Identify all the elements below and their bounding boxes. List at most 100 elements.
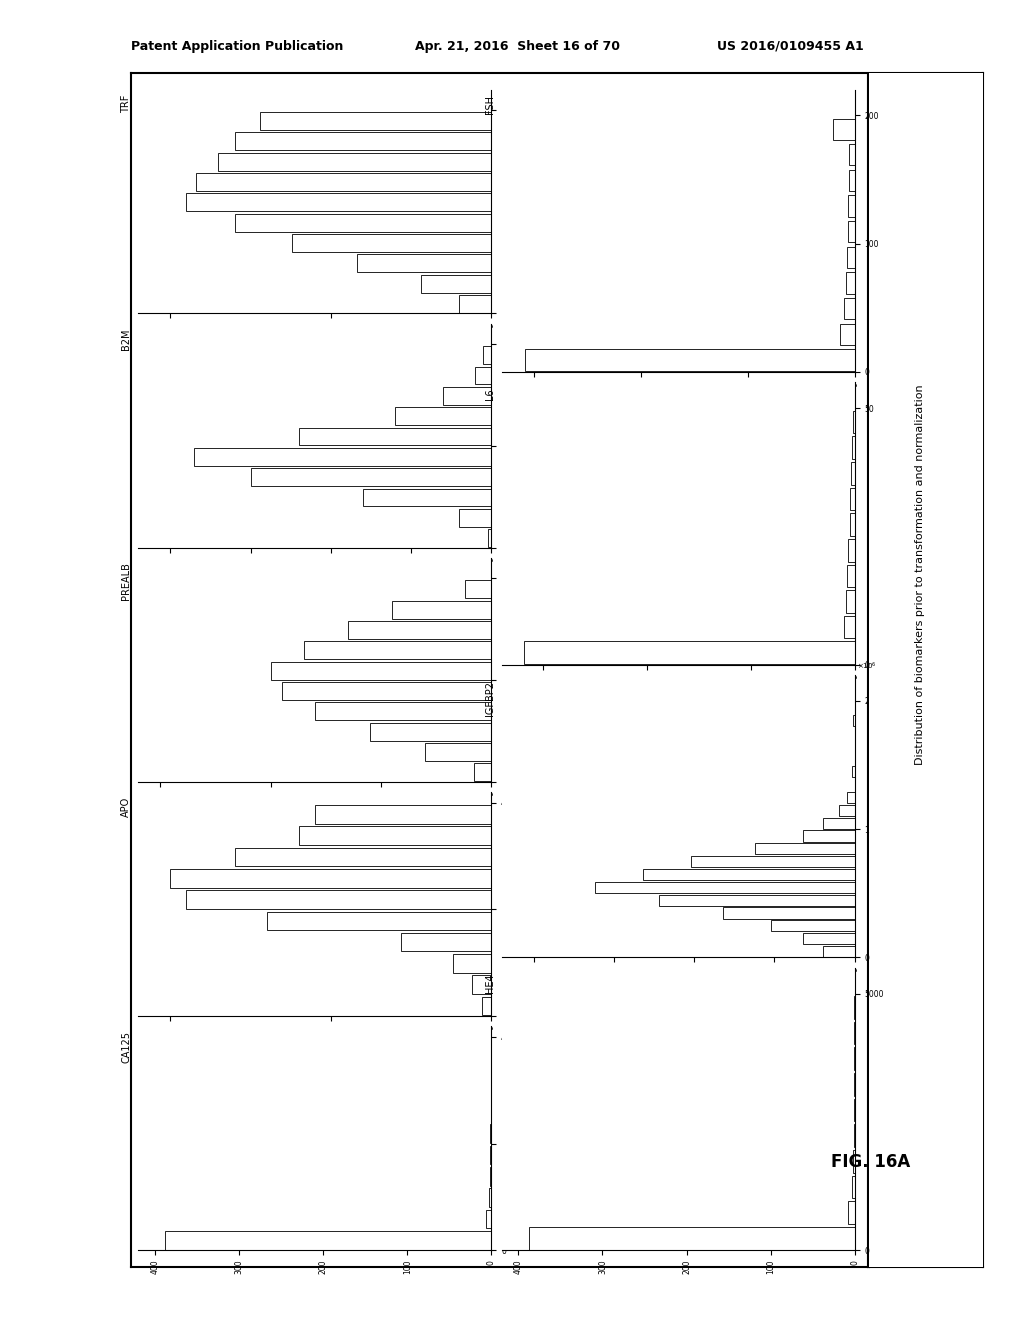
Bar (853, 411, 855, 433)
Text: Distribution of biomarkers prior to transformation and normalization: Distribution of biomarkers prior to tran… (915, 384, 926, 764)
Bar (304, 642, 492, 659)
Bar (186, 890, 492, 909)
Text: Apr. 21, 2016  Sheet 16 of 70: Apr. 21, 2016 Sheet 16 of 70 (415, 40, 620, 53)
Bar (822, 817, 855, 829)
Bar (472, 975, 492, 994)
Bar (459, 294, 492, 313)
Bar (851, 462, 855, 484)
Bar (834, 119, 855, 140)
Bar (853, 1150, 855, 1172)
Bar (196, 173, 492, 191)
Bar (850, 513, 855, 536)
Bar (481, 997, 492, 1015)
Text: CA125: CA125 (121, 1031, 131, 1063)
Bar (465, 581, 492, 598)
Bar (847, 792, 855, 803)
Text: US 2016/0109455 A1: US 2016/0109455 A1 (717, 40, 863, 53)
Bar (852, 436, 855, 459)
Bar (266, 912, 492, 931)
Bar (459, 510, 492, 527)
Text: IGFBP2: IGFBP2 (484, 681, 495, 715)
Bar (839, 805, 855, 816)
Bar (489, 1125, 492, 1143)
Bar (804, 933, 855, 944)
Bar (849, 144, 855, 165)
Bar (260, 112, 492, 129)
Bar (691, 857, 855, 867)
Bar (643, 869, 855, 880)
Bar (852, 766, 855, 777)
Bar (234, 132, 492, 150)
Bar (524, 642, 855, 664)
Bar (443, 387, 492, 405)
Bar (165, 1230, 492, 1250)
Bar (292, 234, 492, 252)
Bar (362, 488, 492, 507)
Text: FIG. 16A: FIG. 16A (830, 1152, 910, 1171)
Bar (849, 170, 855, 191)
Bar (771, 920, 855, 932)
Bar (848, 565, 855, 587)
Bar (186, 193, 492, 211)
Bar (475, 367, 492, 384)
Bar (299, 826, 492, 845)
Text: L6: L6 (484, 388, 495, 400)
Bar (489, 1146, 492, 1164)
Bar (234, 214, 492, 231)
Text: APO: APO (121, 797, 131, 817)
Bar (848, 222, 855, 243)
Text: PREALB: PREALB (121, 562, 131, 601)
Bar (170, 869, 492, 887)
Bar (486, 1209, 492, 1228)
Bar (847, 247, 855, 268)
Bar (370, 723, 492, 741)
Text: Patent Application Publication: Patent Application Publication (131, 40, 343, 53)
Bar (218, 153, 492, 170)
Text: FSH: FSH (484, 95, 495, 115)
Text: TRF: TRF (121, 94, 131, 112)
Text: B2M: B2M (121, 329, 131, 350)
Bar (488, 1188, 492, 1206)
Text: $\times10^6$: $\times10^6$ (857, 661, 878, 672)
Bar (195, 447, 492, 466)
Bar (658, 895, 855, 906)
Bar (528, 1226, 855, 1250)
Bar (804, 830, 855, 842)
Bar (840, 323, 855, 345)
Bar (755, 843, 855, 854)
Bar (421, 275, 492, 293)
Bar (425, 743, 492, 760)
Bar (483, 346, 492, 364)
Bar (489, 1167, 492, 1185)
Bar (844, 298, 855, 319)
Bar (848, 1201, 855, 1224)
Bar (395, 408, 492, 425)
Bar (282, 682, 492, 700)
Bar (401, 933, 492, 952)
Bar (846, 272, 855, 293)
Bar (453, 954, 492, 973)
Bar (299, 428, 492, 445)
Bar (847, 590, 855, 612)
Bar (314, 702, 492, 721)
Bar (850, 487, 855, 511)
Bar (525, 350, 855, 371)
Bar (488, 529, 492, 546)
Bar (822, 946, 855, 957)
Bar (392, 601, 492, 619)
Bar (356, 255, 492, 272)
Bar (852, 1176, 855, 1199)
Bar (234, 847, 492, 866)
Bar (270, 661, 492, 680)
Bar (723, 907, 855, 919)
Bar (314, 805, 492, 824)
Text: HE4: HE4 (484, 974, 495, 993)
Bar (853, 715, 855, 726)
Bar (474, 763, 492, 781)
Bar (849, 539, 855, 561)
Bar (848, 195, 855, 216)
Bar (845, 616, 855, 639)
Bar (251, 469, 492, 486)
Bar (595, 882, 855, 892)
Bar (348, 622, 492, 639)
